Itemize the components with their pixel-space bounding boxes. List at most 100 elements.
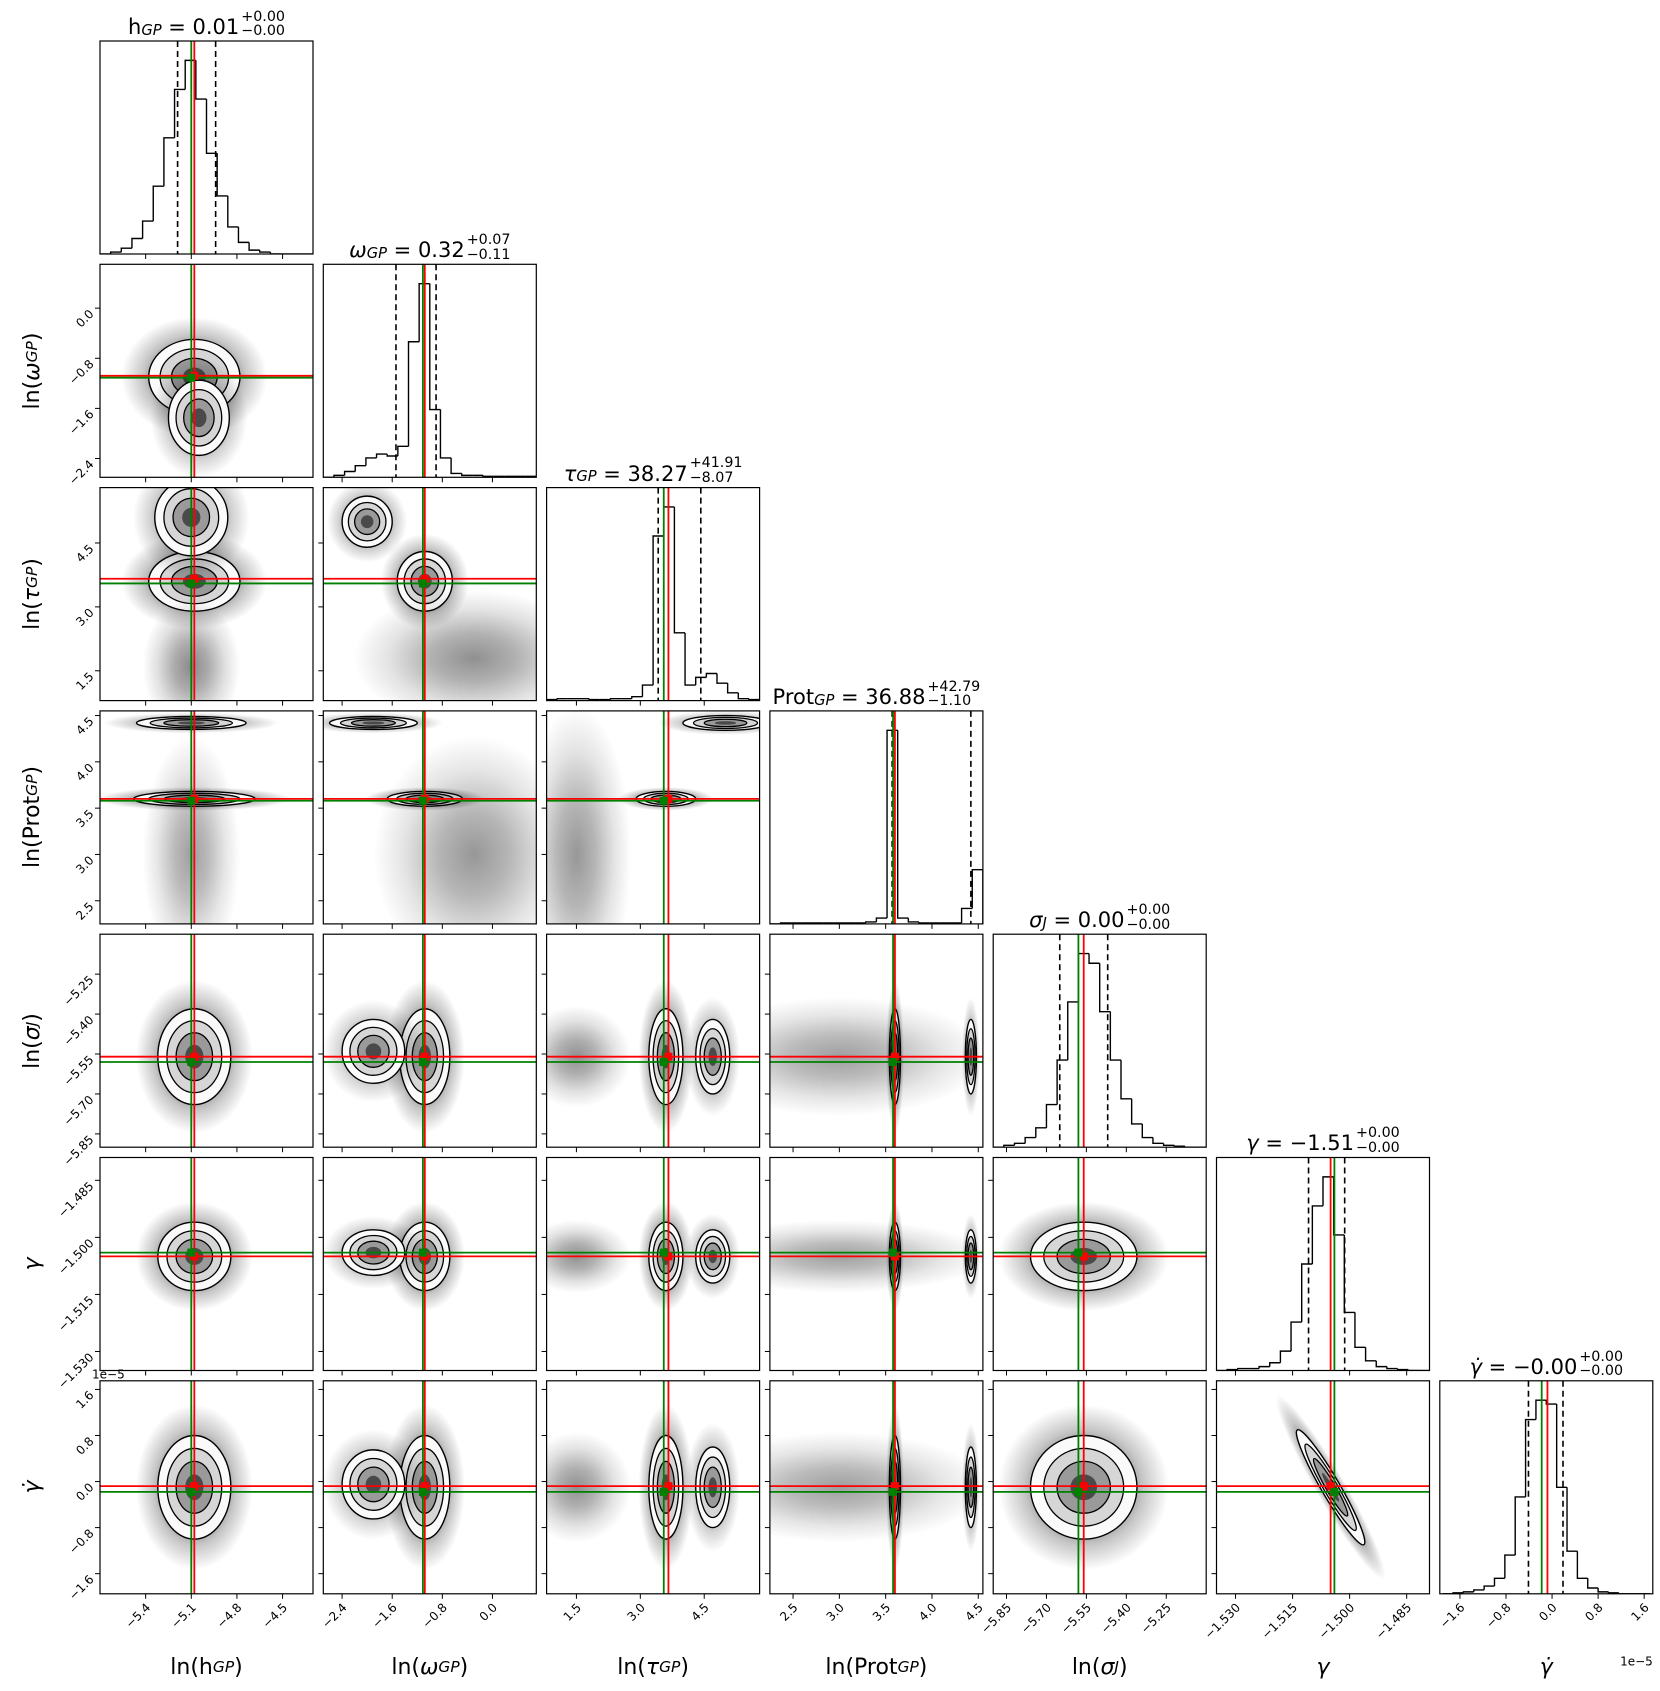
median-marker bbox=[664, 1052, 673, 1061]
panel-frame bbox=[769, 1380, 984, 1595]
histogram-step bbox=[695, 676, 707, 686]
y-axis-label: γ̇ bbox=[17, 1337, 47, 1637]
histogram-step bbox=[375, 453, 388, 458]
subscript: J bbox=[1114, 1658, 1119, 1676]
x-tick-label: −5.25 bbox=[1138, 1600, 1174, 1636]
label-text: σ bbox=[1100, 1654, 1115, 1680]
panel-frame bbox=[322, 487, 537, 702]
histogram-panel bbox=[100, 41, 313, 254]
pair-panel bbox=[546, 710, 760, 924]
panel-frame bbox=[322, 263, 537, 478]
histogram-step bbox=[269, 252, 282, 254]
y-tick-label: 3.5 bbox=[73, 807, 96, 830]
label-text: ln( bbox=[19, 380, 45, 410]
pair-panel bbox=[323, 1380, 537, 1594]
pair-panel bbox=[323, 710, 537, 924]
panel-frame bbox=[992, 1380, 1207, 1595]
label-text: = 0.00 bbox=[1046, 908, 1125, 933]
histogram-step bbox=[1130, 1098, 1143, 1125]
y-tick-label: 1.5 bbox=[73, 669, 96, 692]
x-tick-label: 4.0 bbox=[916, 1600, 939, 1623]
pair-panel bbox=[546, 1157, 760, 1371]
lower-error: −1.10 bbox=[927, 693, 972, 710]
label-text: ) bbox=[459, 1654, 469, 1680]
x-axis-label: γ bbox=[1173, 1652, 1473, 1682]
panel-frame bbox=[322, 1380, 537, 1595]
pair-panel bbox=[100, 264, 313, 478]
lower-error: −0.00 bbox=[1126, 916, 1171, 933]
histogram-step bbox=[237, 226, 250, 244]
x-tick-label: −1.6 bbox=[1437, 1600, 1468, 1631]
histogram-step bbox=[418, 282, 430, 342]
histogram-step bbox=[1152, 1137, 1164, 1145]
panel-frame bbox=[992, 933, 1207, 1148]
histogram-panel bbox=[546, 487, 760, 701]
panel-frame bbox=[1215, 1380, 1431, 1595]
upper-error: +0.07 bbox=[466, 232, 511, 249]
panel-frame bbox=[545, 710, 761, 925]
histogram-step bbox=[1013, 1142, 1026, 1146]
label-text: = −1.51 bbox=[1258, 1131, 1355, 1156]
x-axis-label: ln(τ GP) bbox=[503, 1652, 803, 1682]
label-text: ) bbox=[19, 766, 45, 775]
histogram-step bbox=[1473, 1589, 1485, 1592]
median-marker bbox=[1079, 1482, 1088, 1491]
label-text: = 38.27 bbox=[596, 461, 688, 486]
x-tick-label: −0.8 bbox=[1483, 1600, 1514, 1631]
histogram-step bbox=[1301, 1263, 1313, 1323]
pair-panel bbox=[769, 934, 983, 1148]
histogram-panel bbox=[1216, 1157, 1430, 1371]
lower-error: −0.11 bbox=[466, 246, 511, 263]
x-tick-label: −5.70 bbox=[1018, 1600, 1054, 1636]
truth-marker bbox=[418, 1487, 427, 1496]
label-text: ) bbox=[680, 1654, 689, 1680]
histogram-step bbox=[1555, 1404, 1568, 1488]
histogram-panel bbox=[769, 710, 983, 924]
subscript: GP bbox=[23, 566, 41, 589]
histogram-step bbox=[1120, 1060, 1132, 1100]
panel-frame bbox=[545, 1380, 761, 1595]
subscript: GP bbox=[366, 245, 387, 263]
histogram-step bbox=[641, 684, 654, 697]
truth-marker bbox=[187, 579, 196, 588]
median-marker bbox=[1079, 1252, 1088, 1261]
x-tick-label: 3.0 bbox=[824, 1600, 847, 1623]
truth-marker bbox=[659, 1487, 668, 1496]
histogram-step bbox=[875, 917, 888, 922]
median-marker bbox=[890, 1052, 899, 1061]
histogram-step bbox=[684, 632, 696, 686]
panel-frame bbox=[322, 933, 537, 1148]
histogram-step bbox=[1396, 1368, 1409, 1371]
y-tick-label: 2.5 bbox=[73, 899, 96, 922]
x-axis-label: ln(h GP) bbox=[57, 1652, 357, 1682]
y-tick-label: −1.6 bbox=[66, 407, 97, 438]
label-text: ) bbox=[19, 1012, 45, 1022]
lower-error: −0.00 bbox=[1579, 1363, 1624, 1380]
histogram-step bbox=[259, 250, 271, 253]
histogram-step bbox=[141, 220, 154, 239]
label-text: ω bbox=[19, 362, 45, 381]
truth-marker bbox=[418, 579, 427, 588]
panel-title: γ̇ = −0.00 +0.00 −0.00 bbox=[1346, 1337, 1660, 1379]
y-tick-label: −1.6 bbox=[66, 1572, 97, 1603]
y-tick-label: 4.5 bbox=[73, 714, 96, 737]
x-tick-label: −5.4 bbox=[123, 1600, 154, 1631]
x-tick-label: 1.6 bbox=[1628, 1600, 1651, 1623]
label-text: γ̇ bbox=[1539, 1654, 1553, 1680]
panel-frame bbox=[99, 263, 314, 478]
density-contour bbox=[365, 1043, 382, 1060]
x-tick-label: 1.5 bbox=[561, 1600, 584, 1623]
histogram-step bbox=[1566, 1487, 1578, 1552]
interval: +42.79 −1.10 bbox=[927, 680, 980, 709]
histogram-step bbox=[1545, 1400, 1557, 1405]
y-tick-label: −5.70 bbox=[61, 1093, 97, 1129]
truth-marker bbox=[1074, 1248, 1083, 1257]
label-text: τ bbox=[563, 461, 577, 486]
pair-panel bbox=[546, 934, 760, 1148]
median-marker bbox=[664, 794, 673, 803]
pair-panel bbox=[100, 934, 313, 1148]
truth-marker bbox=[418, 1058, 427, 1066]
panel-frame bbox=[992, 1156, 1207, 1372]
